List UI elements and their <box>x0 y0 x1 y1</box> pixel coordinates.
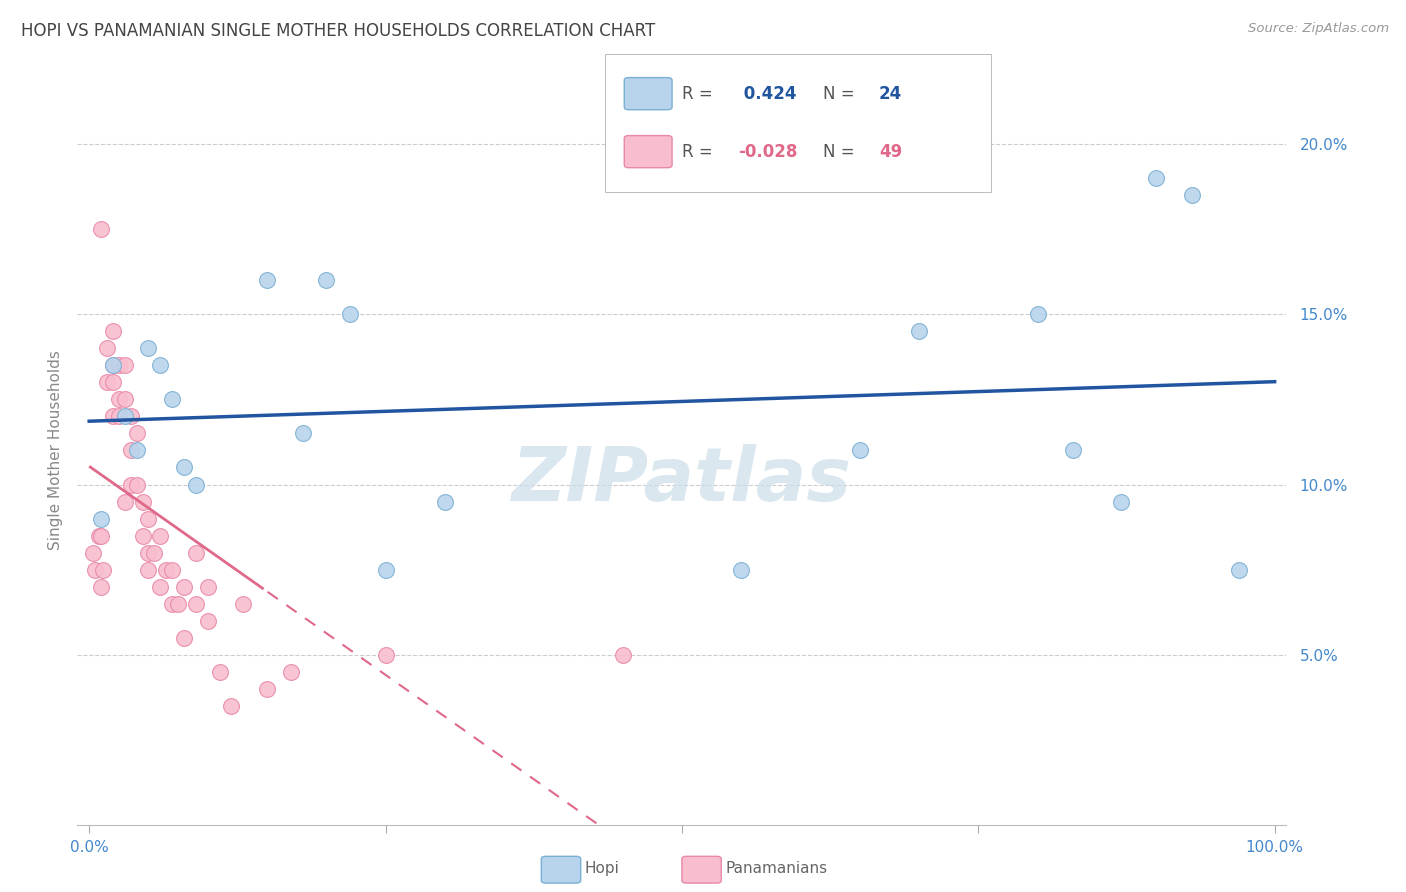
Point <box>138 511 160 525</box>
Point <box>90 528 112 542</box>
Point <box>433 494 456 508</box>
Point <box>1109 494 1132 508</box>
Point <box>612 648 634 662</box>
Point <box>1062 443 1084 458</box>
Point <box>1181 188 1204 202</box>
Point <box>374 648 396 662</box>
Point <box>143 546 166 560</box>
Text: ZIPatlas: ZIPatlas <box>512 444 852 517</box>
Point <box>101 324 124 338</box>
Point <box>82 546 104 560</box>
Point <box>108 392 131 407</box>
Point <box>221 698 243 713</box>
Point <box>87 528 110 542</box>
Point <box>138 546 160 560</box>
Point <box>280 665 302 679</box>
Point <box>339 307 361 321</box>
Point <box>155 563 177 577</box>
Point <box>125 426 148 441</box>
Point <box>374 563 396 577</box>
Point <box>730 563 752 577</box>
Point <box>125 477 148 491</box>
Point <box>256 681 278 696</box>
Point <box>160 392 183 407</box>
Point <box>315 273 337 287</box>
Point <box>173 580 195 594</box>
Point <box>908 324 931 338</box>
Point <box>108 359 131 373</box>
Text: N =: N = <box>823 85 859 103</box>
Point <box>131 494 153 508</box>
Point <box>197 580 219 594</box>
Text: 0.424: 0.424 <box>738 85 797 103</box>
Point <box>120 443 142 458</box>
Text: -0.028: -0.028 <box>738 143 797 161</box>
Point <box>101 359 124 373</box>
Point <box>90 222 112 236</box>
Point <box>1227 563 1250 577</box>
Point <box>101 359 124 373</box>
Point <box>208 665 231 679</box>
Point <box>173 460 195 475</box>
Point <box>138 341 160 355</box>
Text: Hopi: Hopi <box>585 862 620 876</box>
Point <box>167 597 190 611</box>
Text: Panamanians: Panamanians <box>725 862 828 876</box>
Point <box>291 426 314 441</box>
Point <box>101 376 124 390</box>
Text: 24: 24 <box>879 85 903 103</box>
Point <box>1026 307 1049 321</box>
Y-axis label: Single Mother Households: Single Mother Households <box>48 351 63 550</box>
Point <box>84 563 107 577</box>
Point <box>90 511 112 525</box>
Point <box>184 477 207 491</box>
Point <box>114 392 136 407</box>
Point <box>1144 171 1167 186</box>
Point <box>108 409 131 424</box>
Point <box>184 597 207 611</box>
Point <box>93 563 115 577</box>
Text: R =: R = <box>682 143 718 161</box>
Point <box>197 614 219 628</box>
Point <box>114 494 136 508</box>
Point <box>232 597 254 611</box>
Point <box>90 580 112 594</box>
Text: N =: N = <box>823 143 859 161</box>
Point <box>173 631 195 645</box>
Point <box>160 597 183 611</box>
Point <box>120 477 142 491</box>
Text: 49: 49 <box>879 143 903 161</box>
Point <box>114 409 136 424</box>
Point <box>848 443 870 458</box>
Point <box>96 341 118 355</box>
Point <box>184 546 207 560</box>
Point <box>256 273 278 287</box>
Point <box>125 443 148 458</box>
Point <box>160 563 183 577</box>
Point <box>101 409 124 424</box>
Text: Source: ZipAtlas.com: Source: ZipAtlas.com <box>1249 22 1389 36</box>
Text: R =: R = <box>682 85 718 103</box>
Point <box>138 563 160 577</box>
Point <box>149 359 172 373</box>
Point <box>131 528 153 542</box>
Point <box>120 409 142 424</box>
Point <box>96 376 118 390</box>
Text: HOPI VS PANAMANIAN SINGLE MOTHER HOUSEHOLDS CORRELATION CHART: HOPI VS PANAMANIAN SINGLE MOTHER HOUSEHO… <box>21 22 655 40</box>
Point <box>114 359 136 373</box>
Point <box>149 528 172 542</box>
Point <box>149 580 172 594</box>
